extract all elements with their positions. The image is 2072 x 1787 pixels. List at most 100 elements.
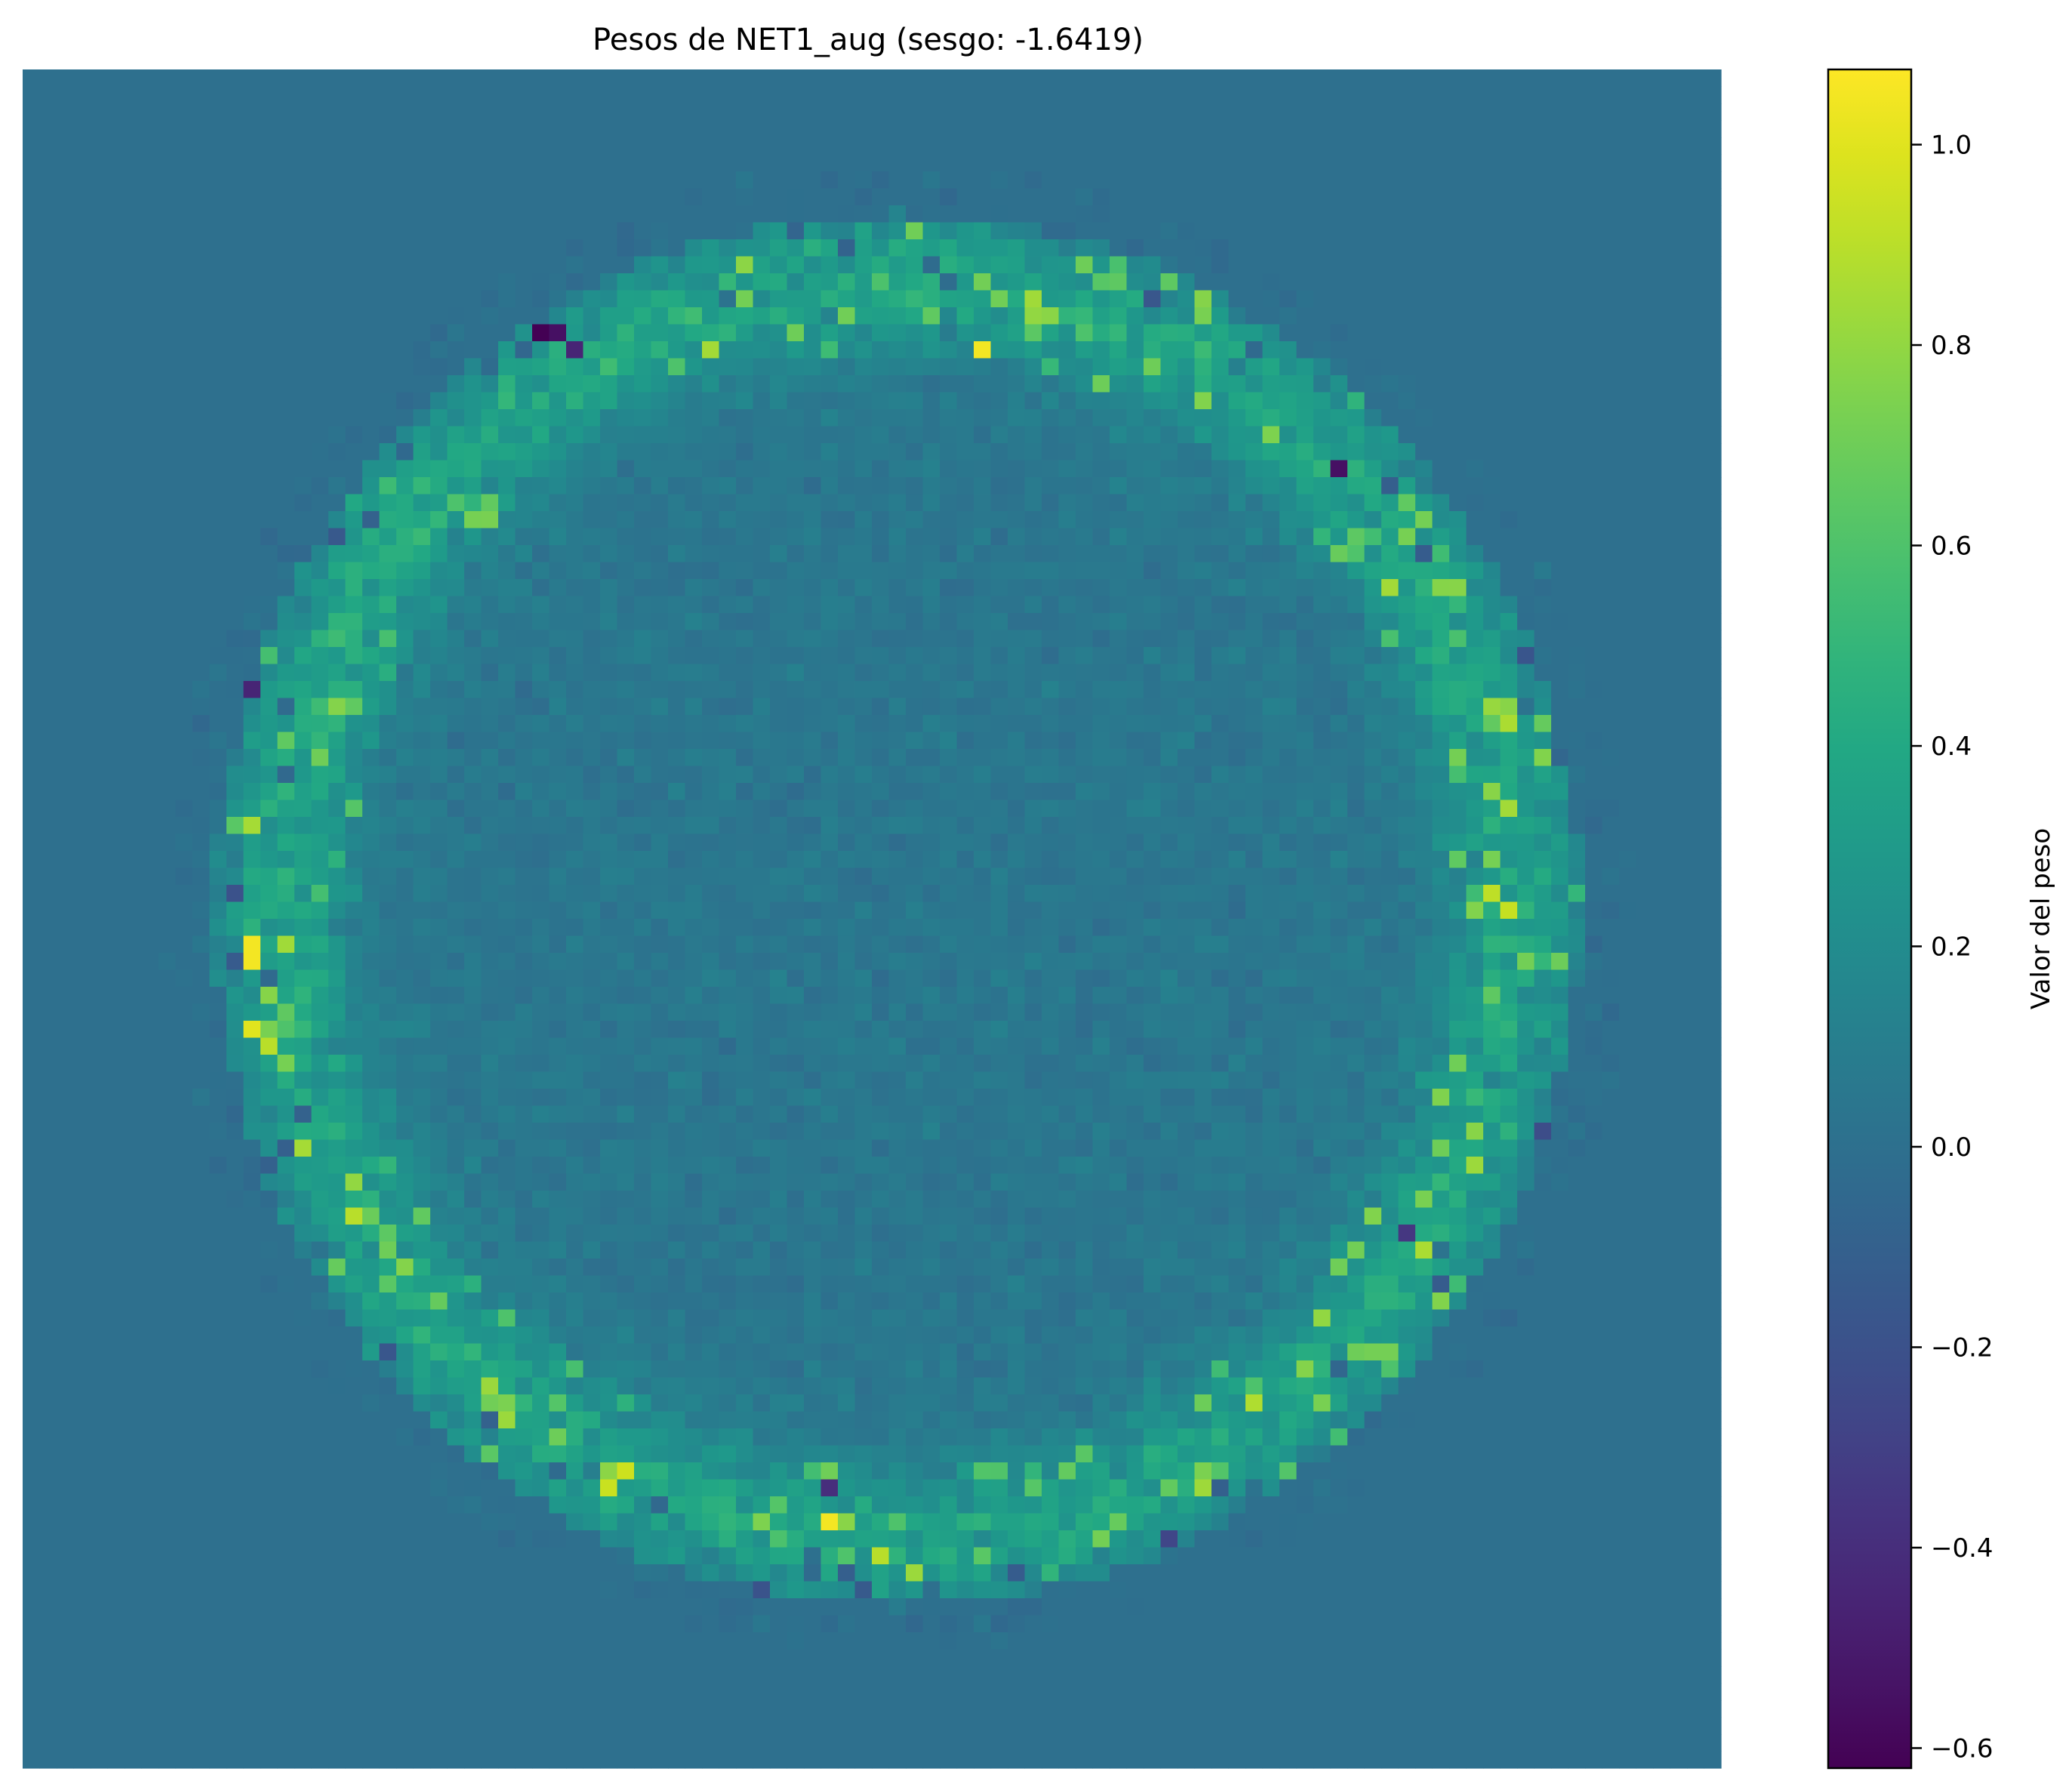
heatmap-cell <box>1602 341 1620 359</box>
heatmap-cell <box>1076 579 1094 597</box>
heatmap-cell <box>1449 341 1467 359</box>
heatmap-cell <box>838 324 856 342</box>
heatmap-cell <box>854 545 873 563</box>
heatmap-cell <box>1211 800 1230 818</box>
heatmap-cell <box>922 800 941 818</box>
heatmap-cell <box>396 851 414 869</box>
heatmap-cell <box>481 867 499 886</box>
heatmap-cell <box>1636 681 1654 699</box>
heatmap-cell <box>820 613 839 631</box>
heatmap-cell <box>1092 205 1110 223</box>
heatmap-cell <box>1551 409 1569 427</box>
heatmap-cell <box>1653 698 1671 716</box>
heatmap-cell <box>1092 817 1110 835</box>
heatmap-cell <box>974 698 992 716</box>
heatmap-cell <box>549 171 567 189</box>
heatmap-cell <box>922 409 941 427</box>
heatmap-cell <box>1313 222 1332 240</box>
heatmap-cell <box>1126 171 1144 189</box>
heatmap-cell <box>736 477 754 495</box>
heatmap-cell <box>583 154 601 172</box>
heatmap-cell <box>770 698 788 716</box>
heatmap-cell <box>209 188 227 206</box>
heatmap-cell <box>125 613 143 631</box>
heatmap-cell <box>498 528 516 546</box>
heatmap-cell <box>345 460 363 478</box>
heatmap-cell <box>481 137 499 156</box>
heatmap-cell <box>447 375 465 393</box>
heatmap-cell <box>583 851 601 869</box>
heatmap-cell <box>91 579 109 597</box>
heatmap-cell <box>922 528 941 546</box>
heatmap-cell <box>1500 613 1518 631</box>
heatmap-cell <box>39 596 57 614</box>
heatmap-cell <box>125 477 143 495</box>
heatmap-cell <box>413 901 431 920</box>
heatmap-cell <box>1398 596 1416 614</box>
heatmap-cell <box>1619 409 1637 427</box>
heatmap-cell <box>379 630 397 648</box>
heatmap-cell <box>1500 205 1518 223</box>
heatmap-cell <box>1381 885 1399 903</box>
heatmap-cell <box>1279 154 1298 172</box>
heatmap-cell <box>1347 222 1365 240</box>
heatmap-cell <box>277 154 295 172</box>
heatmap-cell <box>277 307 295 325</box>
heatmap-cell <box>753 817 771 835</box>
heatmap-cell <box>1228 647 1246 665</box>
heatmap-cell <box>1076 545 1094 563</box>
heatmap-cell <box>549 511 567 529</box>
heatmap-cell <box>1279 579 1298 597</box>
heatmap-cell <box>39 154 57 172</box>
heatmap-cell <box>1058 681 1076 699</box>
heatmap-cell <box>260 528 279 546</box>
heatmap-cell <box>770 409 788 427</box>
heatmap-cell <box>1008 341 1026 359</box>
heatmap-cell <box>23 460 41 478</box>
heatmap-cell <box>651 154 669 172</box>
heatmap-cell <box>668 817 686 835</box>
heatmap-cell <box>1211 120 1230 138</box>
heatmap-cell <box>1432 86 1450 104</box>
heatmap-cell <box>209 341 227 359</box>
heatmap-cell <box>379 766 397 784</box>
heatmap-cell <box>1042 86 1060 104</box>
heatmap-cell <box>685 273 703 291</box>
heatmap-cell <box>1534 222 1552 240</box>
heatmap-cell <box>872 443 890 461</box>
heatmap-cell <box>736 256 754 274</box>
heatmap-cell <box>1568 324 1586 342</box>
heatmap-cell <box>73 833 91 852</box>
heatmap-cell <box>260 766 279 784</box>
heatmap-cell <box>1144 596 1162 614</box>
heatmap-cell <box>600 307 618 325</box>
heatmap-cell <box>651 103 669 122</box>
heatmap-cell <box>1092 307 1110 325</box>
heatmap-cell <box>1483 647 1501 665</box>
heatmap-cell <box>736 103 754 122</box>
heatmap-cell <box>854 290 873 308</box>
heatmap-cell <box>1262 783 1280 801</box>
heatmap-cell <box>39 766 57 784</box>
heatmap-cell <box>1228 273 1246 291</box>
heatmap-cell <box>719 630 737 648</box>
heatmap-cell <box>838 749 856 767</box>
heatmap-cell <box>1619 545 1637 563</box>
heatmap-cell <box>345 698 363 716</box>
heatmap-cell <box>736 137 754 156</box>
heatmap-cell <box>702 358 720 376</box>
heatmap-cell <box>702 833 720 852</box>
heatmap-cell <box>396 833 414 852</box>
heatmap-cell <box>600 69 618 88</box>
heatmap-cell <box>1364 613 1382 631</box>
heatmap-cell <box>1160 239 1178 257</box>
heatmap-cell <box>209 800 227 818</box>
heatmap-cell <box>192 800 211 818</box>
heatmap-cell <box>804 664 822 682</box>
heatmap-cell <box>1551 715 1569 733</box>
heatmap-cell <box>362 290 380 308</box>
heatmap-cell <box>277 800 295 818</box>
heatmap-cell <box>872 222 890 240</box>
heatmap-cell <box>1228 732 1246 750</box>
heatmap-cell <box>702 545 720 563</box>
